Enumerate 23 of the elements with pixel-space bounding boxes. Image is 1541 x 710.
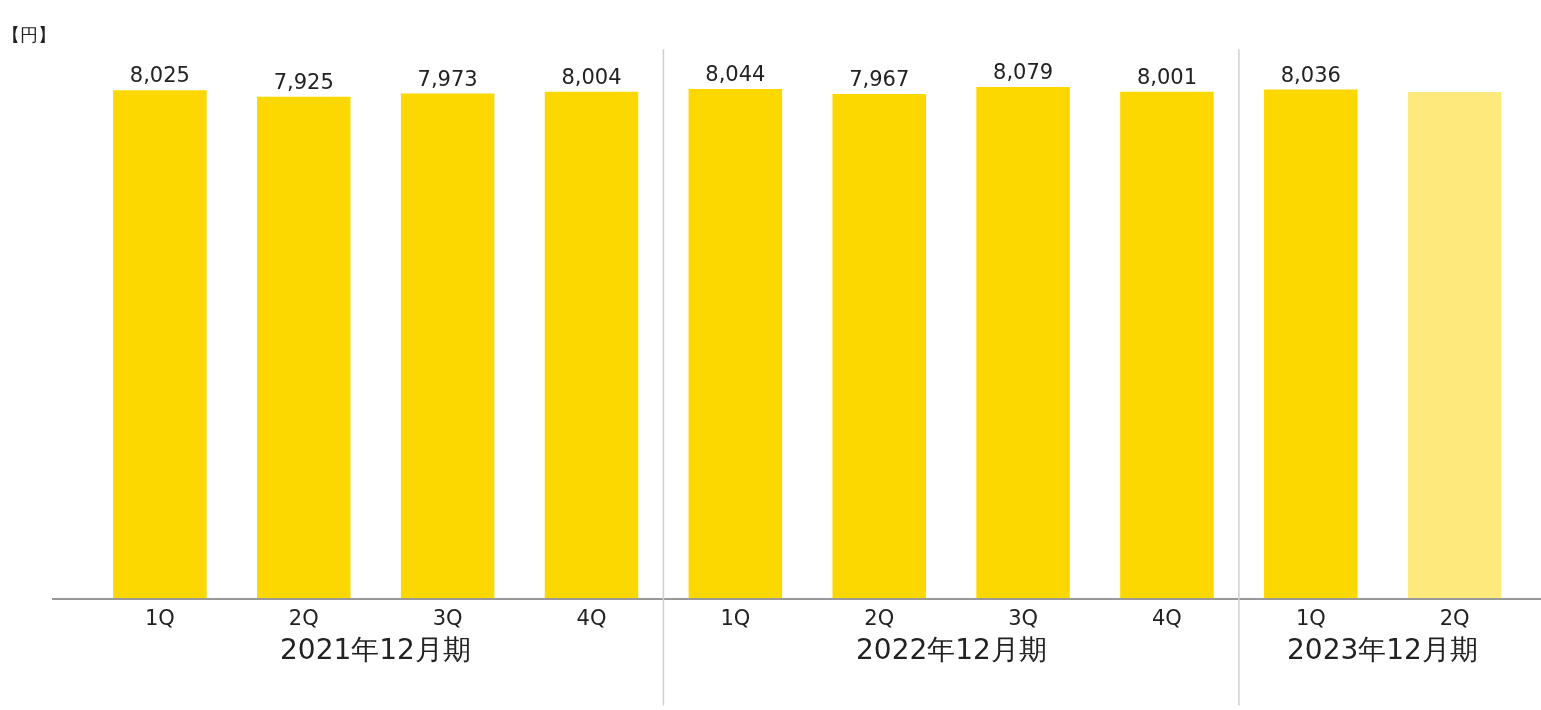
text: 2023年12月期	[1287, 633, 1478, 666]
data-label: 7,925	[273, 69, 334, 94]
x-tick-label: 2Q	[1439, 606, 1470, 631]
x-tick-label: 3Q	[1008, 606, 1039, 631]
x-tick-label: 2Q	[288, 606, 319, 631]
x-tick-label: 1Q	[1295, 606, 1326, 631]
data-label: 8,036	[1280, 62, 1341, 87]
x-tick-label: 4Q	[1152, 606, 1182, 631]
text: 2022年12月期	[856, 633, 1047, 666]
data-label: 8,079	[993, 59, 1054, 84]
y-axis-title: 【円】	[2, 24, 56, 45]
data-label: 8,001	[1136, 64, 1198, 89]
text: 2021年12月期	[280, 633, 471, 666]
data-label: 7,973	[417, 66, 478, 91]
x-tick-label: 2Q	[864, 606, 895, 631]
x-tick-label: 1Q	[144, 606, 175, 631]
data-label: 7,967	[849, 66, 910, 91]
data-label: 8,004	[561, 64, 622, 89]
data-label: 8,044	[705, 62, 766, 87]
x-tick-label: 1Q	[720, 606, 751, 631]
x-tick-label: 3Q	[432, 606, 463, 631]
data-label: 8,025	[129, 63, 190, 88]
x-tick-label: 4Q	[576, 606, 607, 631]
